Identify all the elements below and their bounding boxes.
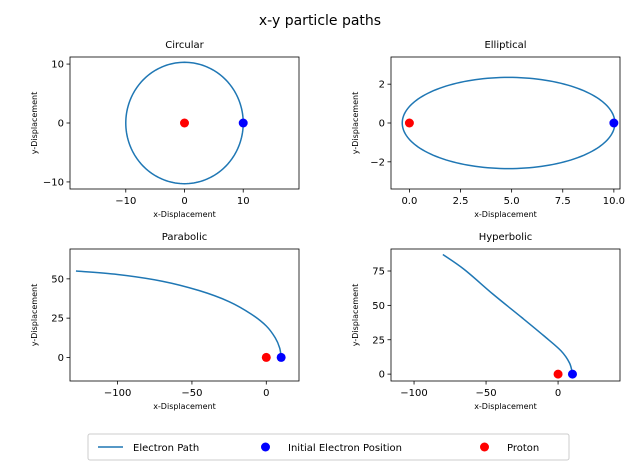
initial-position-marker: [567, 369, 577, 379]
x-tick-label: 0.0: [401, 196, 417, 207]
subplot-title: Hyperbolic: [479, 232, 533, 243]
figure-title: x-y particle paths: [259, 13, 381, 29]
x-tick-label: 0: [263, 388, 269, 399]
legend-entry-initial-electron-position: Initial Electron Position: [261, 442, 402, 454]
x-tick-label: 2.5: [453, 196, 469, 207]
y-tick-label: 2: [379, 80, 385, 91]
electron-path-line: [401, 76, 616, 170]
x-tick-label: −50: [476, 388, 497, 399]
x-tick-label: 7.5: [555, 196, 571, 207]
x-tick-label: 5.0: [504, 196, 520, 207]
y-axis-label: y-Displacement: [351, 92, 360, 154]
legend-label: Proton: [507, 443, 539, 454]
y-tick-label: 50: [372, 301, 385, 312]
y-tick-label: 0: [379, 370, 385, 381]
y-tick-label: 10: [51, 60, 64, 71]
legend: Electron Path Initial Electron Position Pr…: [87, 433, 570, 461]
x-tick-label: 10: [237, 196, 250, 207]
subplot-title: Parabolic: [162, 232, 207, 243]
x-tick-label: 10.0: [603, 196, 625, 207]
y-tick-label: 0: [58, 353, 64, 364]
proton-marker: [180, 118, 189, 128]
y-tick-label: 0: [379, 119, 385, 130]
subplot-circular: −10 0 10 −10 0 10 Circular x-Displacement y-Disp…: [30, 40, 300, 219]
y-tick-label: 0: [58, 119, 64, 130]
y-axis-label: y-Displacement: [30, 92, 39, 154]
electron-path-line: [75, 270, 282, 358]
subplot-parabolic: −100 −50 0 0 25 50 Parabolic x-Displacement y-Di…: [30, 232, 300, 411]
y-tick-label: 50: [51, 274, 64, 285]
x-tick-label: 0: [181, 196, 187, 207]
x-axis-label: x-Displacement: [153, 402, 216, 411]
y-axis-label: y-Displacement: [351, 284, 360, 346]
x-axis-label: x-Displacement: [474, 210, 537, 219]
subplot-title: Elliptical: [484, 40, 526, 51]
x-tick-label: 0: [555, 388, 561, 399]
legend-label: Initial Electron Position: [288, 443, 402, 454]
electron-path-line: [125, 61, 244, 185]
subplot-hyperbolic: −100 −50 0 0 25 50 75 Hyperbolic x-Displacement y…: [351, 232, 621, 411]
x-tick-label: −50: [181, 388, 202, 399]
y-tick-label: 75: [372, 267, 385, 278]
initial-position-marker: [609, 118, 619, 128]
y-tick-label: −10: [43, 177, 64, 188]
proton-marker: [261, 352, 271, 362]
electron-path-line: [442, 253, 574, 375]
y-tick-label: −2: [370, 157, 385, 168]
legend-entry-electron-path: Electron Path: [98, 443, 199, 454]
proton-marker: [553, 369, 563, 379]
y-tick-label: 25: [372, 335, 385, 346]
legend-box: [87, 433, 570, 461]
subplot-title: Circular: [165, 40, 204, 51]
axes-frame: [390, 248, 621, 382]
subplot-elliptical: 0.0 2.5 5.0 7.5 10.0 −2 0 2 Elliptical x-Displace…: [351, 40, 625, 219]
y-tick-label: 25: [51, 314, 64, 325]
y-axis-label: y-Displacement: [30, 284, 39, 346]
legend-marker-swatch: [480, 442, 489, 452]
initial-position-marker: [238, 118, 248, 128]
legend-marker-swatch: [261, 442, 270, 452]
subplots: −10 0 10−10010Circularx-Displacementy-Disp…: [30, 40, 625, 411]
proton-marker: [404, 118, 414, 128]
legend-entry-proton: Proton: [480, 442, 539, 454]
legend-label: Electron Path: [133, 443, 199, 454]
x-tick-label: −100: [104, 388, 131, 399]
initial-position-marker: [276, 352, 286, 362]
x-tick-label: −10: [115, 196, 136, 207]
x-axis-label: x-Displacement: [153, 210, 216, 219]
x-tick-label: −100: [400, 388, 427, 399]
x-axis-label: x-Displacement: [474, 402, 537, 411]
axes-frame: [69, 248, 300, 382]
